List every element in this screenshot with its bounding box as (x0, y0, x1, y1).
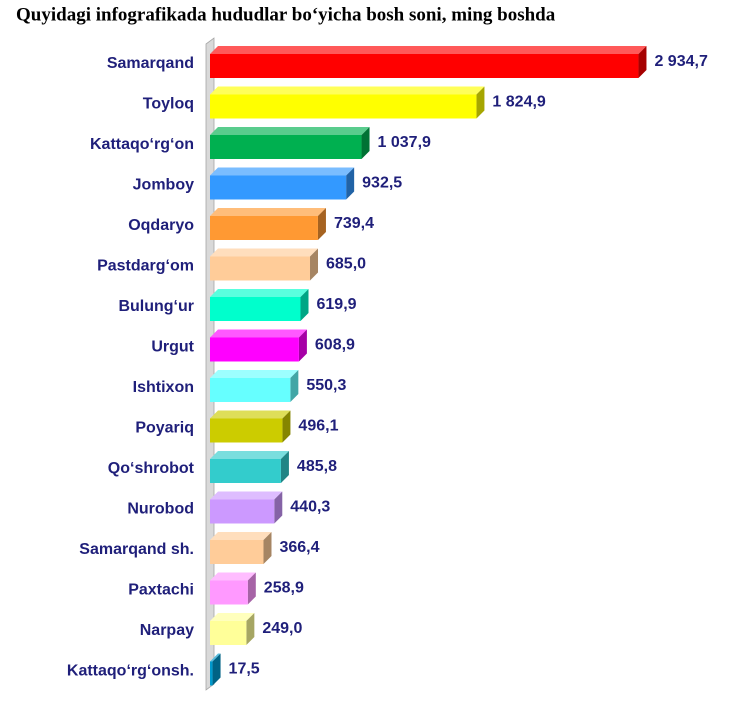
bar-top (210, 613, 255, 621)
value-label: 366,4 (279, 539, 319, 556)
bar-top (210, 370, 299, 378)
value-label: 17,5 (229, 661, 260, 678)
category-label: Narpay (140, 622, 194, 639)
category-label: Poyariq (135, 420, 194, 437)
bar (210, 580, 248, 605)
category-label: Pastdarg‘om (97, 258, 194, 275)
value-label: 932,5 (362, 175, 402, 192)
bar (210, 94, 477, 119)
bar-top (210, 86, 485, 95)
bar-top (210, 127, 370, 135)
value-label: 739,4 (334, 215, 374, 232)
bar-side (310, 248, 319, 281)
category-label: Bulung‘ur (118, 298, 194, 315)
bar (210, 216, 318, 240)
bar-side (282, 410, 291, 443)
bar-side (263, 532, 272, 564)
bar-top (210, 208, 326, 216)
value-label: 1 824,9 (492, 94, 545, 111)
bar (210, 418, 283, 443)
bar-side (638, 46, 647, 78)
category-label: Kattaqo‘rg‘on (90, 136, 194, 153)
category-label: Samarqand sh. (79, 541, 194, 558)
bar-side (361, 127, 370, 159)
category-label: Kattaqo‘rg‘onsh. (67, 663, 194, 680)
category-label: Nurobod (127, 501, 194, 518)
value-label: 608,9 (315, 337, 355, 354)
category-label: Qo‘shrobot (108, 460, 195, 477)
category-label: Samarqand (107, 55, 194, 72)
bar-top (210, 572, 256, 581)
bar-top (210, 491, 283, 500)
bar-top (210, 451, 289, 459)
bar-side (298, 329, 307, 362)
bar-top (210, 329, 307, 338)
value-label: 485,8 (297, 458, 337, 475)
bar (210, 256, 311, 281)
bar-side (280, 451, 289, 483)
bar (210, 54, 639, 78)
category-label: Toyloq (143, 96, 194, 113)
category-label: Oqdaryo (128, 217, 194, 234)
bar-side (346, 167, 355, 200)
bar-top (210, 289, 309, 297)
bar-top (210, 410, 291, 419)
value-label: 2 934,7 (654, 53, 707, 70)
bar (210, 135, 362, 159)
bar (210, 459, 281, 483)
bar-side (247, 572, 256, 605)
bar-top (210, 46, 647, 54)
value-label: 685,0 (326, 256, 366, 273)
bar-side (476, 86, 485, 119)
value-label: 258,9 (264, 580, 304, 597)
value-label: 496,1 (298, 418, 338, 435)
bar-side (246, 613, 255, 645)
chart-title: Quyidagi infografikada hududlar bo‘yicha… (16, 4, 556, 25)
bar (210, 621, 247, 645)
category-label: Jomboy (133, 177, 194, 194)
category-label: Paxtachi (128, 582, 194, 599)
bar-side (212, 653, 221, 686)
bar (210, 337, 299, 362)
value-label: 550,3 (306, 377, 346, 394)
bar (210, 297, 301, 321)
bar-side (300, 289, 309, 321)
category-label: Ishtixon (133, 379, 194, 396)
bar-side (317, 208, 326, 240)
bar-top (210, 532, 272, 540)
bar (210, 175, 347, 200)
bar-top (210, 653, 221, 662)
bar-top (210, 248, 319, 257)
bar-side (274, 491, 283, 524)
bar-top (210, 167, 355, 176)
bar (210, 378, 291, 402)
category-label: Urgut (151, 339, 194, 356)
value-label: 249,0 (262, 620, 302, 637)
bar (210, 499, 275, 524)
value-label: 440,3 (290, 499, 330, 516)
value-label: 1 037,9 (378, 134, 431, 151)
bar-side (290, 370, 299, 402)
bar (210, 540, 264, 564)
value-label: 619,9 (317, 296, 357, 313)
bar (210, 661, 213, 686)
